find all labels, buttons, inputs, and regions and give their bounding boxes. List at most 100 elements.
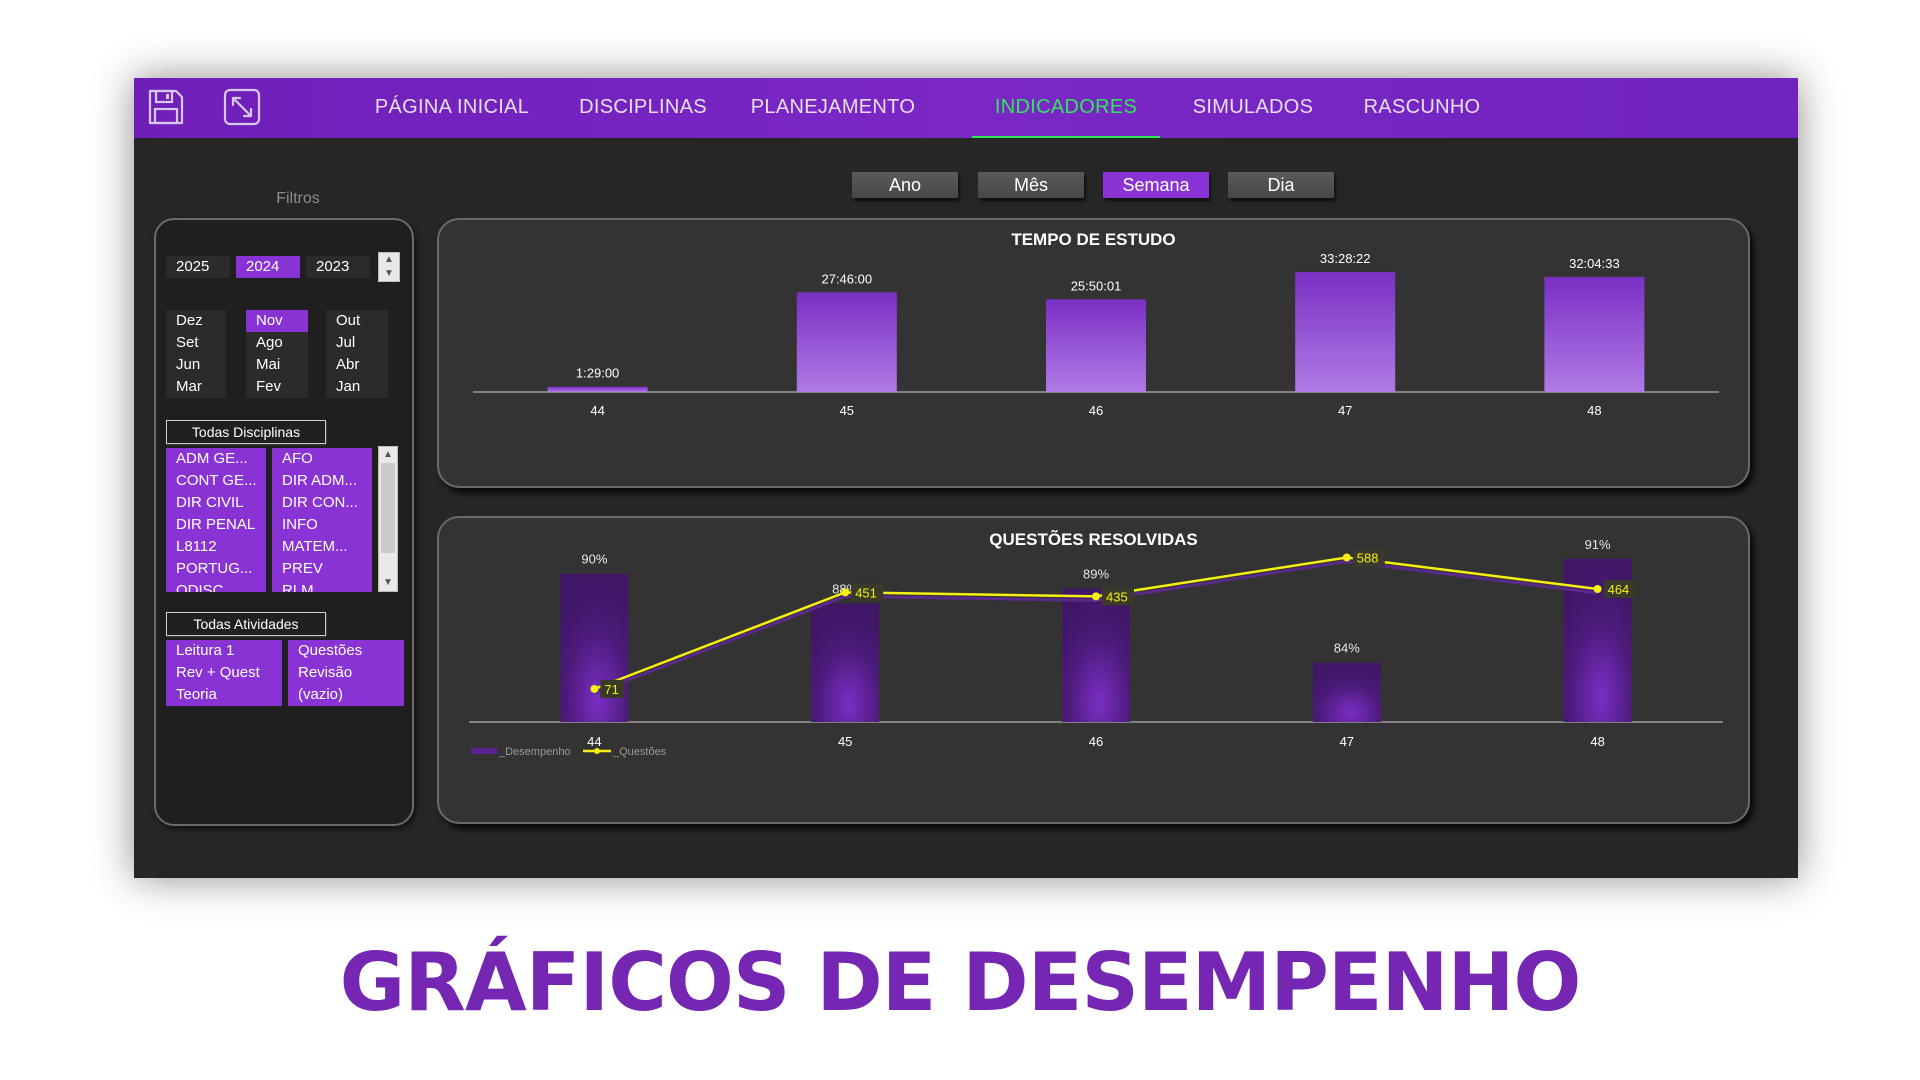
scroll-up-icon[interactable]: ▲ <box>383 449 393 460</box>
tab-simulados[interactable]: SIMULADOS <box>1192 96 1314 118</box>
questions-label-box <box>851 583 884 602</box>
activity-chip[interactable]: Revisão <box>288 662 404 684</box>
tab-disciplinas[interactable]: DISCIPLINAS <box>579 96 707 118</box>
tab-pagina-inicial[interactable]: PÁGINA INICIAL <box>374 96 530 118</box>
questions-label-box <box>1352 548 1385 567</box>
period-button-dia[interactable]: Dia <box>1228 172 1334 198</box>
questions-point <box>841 588 850 597</box>
legend-marker-questoes <box>594 748 600 754</box>
period-button-semana[interactable]: Semana <box>1103 172 1209 198</box>
performance-bar <box>1062 588 1130 722</box>
scroll-down-icon[interactable]: ▼ <box>384 268 394 279</box>
discipline-chip[interactable]: PORTUG... <box>166 558 266 580</box>
questions-data-label: 451 <box>855 585 877 600</box>
study-time-chart-panel: TEMPO DE ESTUDO 1:29:00 44 27:46:00 45 25:50… <box>437 218 1750 488</box>
month-chip-dez[interactable]: Dez <box>166 310 226 332</box>
questions-point <box>1593 585 1602 594</box>
discipline-chip[interactable]: DIR CON... <box>272 492 372 514</box>
disciplines-scrollbar[interactable]: ▲ ▼ <box>378 446 398 592</box>
study-time-data-label: 1:29:00 <box>576 366 619 381</box>
period-button-ano[interactable]: Ano <box>852 172 958 198</box>
activity-chip[interactable]: Leitura 1 <box>166 640 282 662</box>
study-time-data-label: 27:46:00 <box>821 271 872 286</box>
all-activities-button[interactable]: Todas Atividades <box>166 612 326 636</box>
chart-title-study-time: TEMPO DE ESTUDO <box>1011 230 1176 249</box>
x-tick-label: 48 <box>1587 403 1601 418</box>
legend-label-desempenho: _Desempenho <box>498 746 571 758</box>
discipline-chip[interactable]: MATEM... <box>272 536 372 558</box>
expand-icon[interactable] <box>222 87 262 127</box>
discipline-chip[interactable]: ODISC... <box>166 580 266 592</box>
performance-bar <box>1312 662 1381 722</box>
month-chip-mai[interactable]: Mai <box>246 354 308 376</box>
questions-point <box>590 684 599 693</box>
month-chip-nov[interactable]: Nov <box>246 310 308 332</box>
tab-rascunho[interactable]: RASCUNHO <box>1363 96 1481 118</box>
discipline-chip[interactable]: CONT GE... <box>166 470 266 492</box>
discipline-chip[interactable]: ADM GE... <box>166 448 266 470</box>
questions-chart: 90%4488%4589%4684%4791%4871451435588464_… <box>469 537 1723 758</box>
study-time-bar <box>1295 271 1396 392</box>
questions-data-label: 435 <box>1106 589 1128 604</box>
period-button-mes[interactable]: Mês <box>978 172 1084 198</box>
legend-swatch-desempenho <box>471 748 497 754</box>
study-time-data-label: 25:50:01 <box>1071 278 1122 293</box>
questions-label-box <box>1603 580 1636 599</box>
banner-title: GRÁFICOS DE DESEMPENHO <box>339 936 1582 1029</box>
discipline-chip[interactable]: INFO <box>272 514 372 536</box>
discipline-chip[interactable]: DIR PENAL <box>166 514 266 536</box>
month-chip-jun[interactable]: Jun <box>166 354 226 376</box>
activity-chip[interactable]: Questões <box>288 640 404 662</box>
month-chip-set[interactable]: Set <box>166 332 226 354</box>
year-chip-2023[interactable]: 2023 <box>306 256 370 278</box>
month-chip-ago[interactable]: Ago <box>246 332 308 354</box>
month-chip-jan[interactable]: Jan <box>326 376 388 398</box>
filters-panel: 2025 2024 2023 ▲ ▼ Dez Nov Out Set Ago J… <box>154 218 414 826</box>
questions-data-label: 464 <box>1608 582 1630 597</box>
tab-planejamento[interactable]: PLANEJAMENTO <box>750 96 916 118</box>
discipline-chip[interactable]: RLM... <box>272 580 372 592</box>
discipline-chip[interactable]: DIR CIVIL <box>166 492 266 514</box>
activity-chip[interactable]: Rev + Quest <box>166 662 282 684</box>
questions-data-label: 588 <box>1357 550 1379 565</box>
all-disciplines-button[interactable]: Todas Disciplinas <box>166 420 326 444</box>
questions-line-shadow <box>593 559 1598 695</box>
legend-label-questoes: _Questões <box>612 746 667 758</box>
activity-chip[interactable]: (vazio) <box>288 684 404 706</box>
discipline-chip[interactable]: AFO <box>272 448 372 470</box>
x-tick-label: 44 <box>590 403 604 418</box>
performance-bar <box>811 603 880 722</box>
x-tick-label: 45 <box>838 734 852 749</box>
app-window: PÁGINA INICIAL DISCIPLINAS PLANEJAMENTO … <box>134 78 1798 878</box>
study-time-data-label: 32:04:33 <box>1569 256 1620 271</box>
study-time-data-label: 33:28:22 <box>1320 251 1371 266</box>
questions-label-box <box>600 679 625 698</box>
study-time-bar <box>796 292 897 392</box>
discipline-chip[interactable]: DIR ADM... <box>272 470 372 492</box>
study-time-chart: 1:29:00 44 27:46:00 45 25:50:01 46 33:28:22 47 3… <box>473 251 1719 418</box>
tab-indicadores[interactable]: INDICADORES <box>972 78 1160 138</box>
discipline-chip[interactable]: PREV <box>272 558 372 580</box>
save-icon[interactable] <box>146 87 186 127</box>
month-chip-fev[interactable]: Fev <box>246 376 308 398</box>
study-time-bar <box>1544 276 1645 392</box>
performance-data-label: 91% <box>1585 537 1611 552</box>
filters-title: Filtros <box>276 190 320 207</box>
performance-data-label: 89% <box>1083 567 1109 582</box>
x-tick-label: 45 <box>840 403 854 418</box>
scroll-up-icon[interactable]: ▲ <box>384 254 394 265</box>
year-chip-2024[interactable]: 2024 <box>236 256 300 278</box>
x-tick-label: 47 <box>1338 403 1352 418</box>
month-chip-jul[interactable]: Jul <box>326 332 388 354</box>
discipline-chip[interactable]: L8112 <box>166 536 266 558</box>
activity-chip[interactable]: Teoria <box>166 684 282 706</box>
year-chip-2025[interactable]: 2025 <box>166 256 230 278</box>
month-chip-abr[interactable]: Abr <box>326 354 388 376</box>
scroll-thumb[interactable] <box>381 463 395 553</box>
year-scrollbar[interactable]: ▲ ▼ <box>378 252 400 282</box>
month-chip-out[interactable]: Out <box>326 310 388 332</box>
x-tick-label: 44 <box>587 734 601 749</box>
month-chip-mar[interactable]: Mar <box>166 376 226 398</box>
scroll-down-icon[interactable]: ▼ <box>383 577 393 588</box>
performance-data-label: 90% <box>581 552 607 567</box>
